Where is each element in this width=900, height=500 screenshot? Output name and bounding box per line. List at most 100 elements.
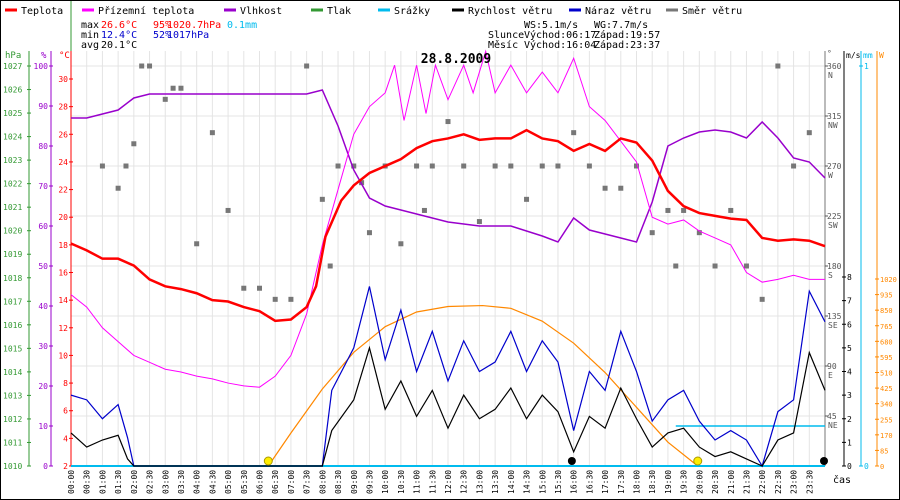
wind-direction-point <box>743 263 749 269</box>
direction-tick-label: 270 <box>827 162 842 171</box>
pressure-tick-label: 1022 <box>3 180 22 189</box>
stat-min-label: min <box>81 30 99 41</box>
pressure-tick-label: 1012 <box>3 415 22 424</box>
wind-direction-point <box>139 63 145 69</box>
x-tick-label: 10:30 <box>397 470 406 494</box>
solar-tick-label: 85 <box>880 447 888 455</box>
pressure-tick-label: 1020 <box>3 227 22 236</box>
wind-direction-point <box>123 163 129 169</box>
x-tick-label: 21:00 <box>727 470 736 494</box>
x-tick-label: 08:30 <box>334 470 343 494</box>
pressure-tick-label: 1027 <box>3 62 22 71</box>
x-tick-label: 21:30 <box>742 470 751 494</box>
x-tick-label: 13:30 <box>491 470 500 494</box>
direction-tick-label: 360 <box>827 62 842 71</box>
wind-gust-line <box>70 286 826 468</box>
legend-label-5: Rychlost větru <box>468 5 552 17</box>
temperature-tick-label: 12 <box>58 324 68 333</box>
moonset-marker <box>820 457 828 465</box>
direction-tick-label: 225 <box>827 212 842 221</box>
x-tick-label: 14:30 <box>523 470 532 494</box>
solar-unit: W <box>879 51 884 60</box>
pressure-tick-label: 1026 <box>3 86 22 95</box>
x-tick-label: 17:00 <box>601 470 610 494</box>
solar-tick-label: 255 <box>880 416 893 424</box>
x-tick-label: 10:00 <box>381 470 390 494</box>
wind-direction-point <box>414 163 420 169</box>
x-tick-label: 01:30 <box>114 470 123 494</box>
temperature-tick-label: 8 <box>63 379 68 388</box>
sun-set: Západ:19:57 <box>594 29 660 41</box>
humidity-tick-label: 10 <box>38 422 48 431</box>
sunset-marker <box>693 456 703 466</box>
wind-direction-point <box>304 63 310 69</box>
direction-tick-label: 45 <box>827 412 837 421</box>
x-tick-label: 00:00 <box>67 470 76 494</box>
pressure-tick-label: 1014 <box>3 368 22 377</box>
wind-direction-point <box>398 241 404 247</box>
x-tick-label: 09:30 <box>365 470 374 494</box>
chart-title: 28.8.2009 <box>421 52 491 67</box>
pressure-unit: hPa <box>5 51 21 61</box>
x-tick-label: 04:00 <box>193 470 202 494</box>
direction-tick-label: 90 <box>827 362 837 371</box>
wind-direction-point <box>209 130 215 136</box>
solar-tick-label: 0 <box>880 463 884 471</box>
stat-min-press: 1017hPa <box>167 30 209 41</box>
wind-direction-point <box>351 163 357 169</box>
x-tick-label: 23:00 <box>790 470 799 494</box>
solar-tick-label: 680 <box>880 338 893 346</box>
wind-tick-label: 5 <box>847 344 852 353</box>
x-tick-label: 12:30 <box>460 470 469 494</box>
wind-direction-point <box>775 63 781 69</box>
wind-direction-point <box>681 207 687 213</box>
temperature-tick-label: 10 <box>58 351 68 360</box>
pressure-tick-label: 1019 <box>3 250 22 259</box>
x-tick-label: 03:30 <box>177 470 186 494</box>
direction-compass-label: S <box>828 271 833 280</box>
moon-rise: Východ:16:04 <box>524 39 596 51</box>
solar-line <box>267 304 699 467</box>
wind-direction-point <box>461 163 467 169</box>
stat-max-label: max <box>81 20 99 31</box>
x-tick-label: 05:00 <box>224 470 233 494</box>
x-tick-label: 22:00 <box>758 470 767 494</box>
x-tick-label: 11:30 <box>428 470 437 494</box>
rain-tick-label: 0 <box>864 462 869 471</box>
solar-tick-label: 340 <box>880 401 893 409</box>
wind-direction-point <box>421 207 427 213</box>
stat-min-temp: 12.4°C <box>101 30 137 41</box>
wind-tick-label: 2 <box>847 415 852 424</box>
x-tick-label: 19:00 <box>664 470 673 494</box>
wind-direction-point <box>429 163 435 169</box>
direction-compass-label: SE <box>828 321 838 330</box>
x-tick-label: 18:30 <box>648 470 657 494</box>
humidity-tick-label: 70 <box>38 182 48 191</box>
x-tick-label: 23:30 <box>805 470 814 494</box>
wind-direction-point <box>257 285 262 291</box>
wind-direction-point <box>571 130 577 136</box>
direction-compass-label: SW <box>828 221 838 230</box>
wind-direction-point <box>225 207 231 213</box>
legend-label-7: Směr větru <box>682 5 742 17</box>
x-tick-label: 07:30 <box>303 470 312 494</box>
x-tick-label: 15:00 <box>538 470 547 494</box>
wind-direction-point <box>586 163 592 169</box>
direction-compass-label: NW <box>828 121 838 130</box>
temperature-tick-label: 4 <box>63 434 68 443</box>
x-axis-label: čas <box>833 474 851 486</box>
sun-rise: Východ:06:17 <box>524 29 596 41</box>
wind-tick-label: 8 <box>847 273 852 282</box>
temperature-tick-label: 16 <box>58 269 68 278</box>
x-tick-label: 15:30 <box>554 470 563 494</box>
solar-tick-label: 1020 <box>880 276 897 284</box>
solar-tick-label: 765 <box>880 323 893 331</box>
x-tick-label: 02:30 <box>146 470 155 494</box>
wind-direction-point <box>319 196 325 202</box>
legend-label-0: Teplota <box>21 6 63 17</box>
humidity-unit: % <box>41 51 47 61</box>
x-tick-label: 20:30 <box>711 470 720 494</box>
humidity-tick-label: 20 <box>38 382 48 391</box>
pressure-tick-label: 1023 <box>3 156 22 165</box>
